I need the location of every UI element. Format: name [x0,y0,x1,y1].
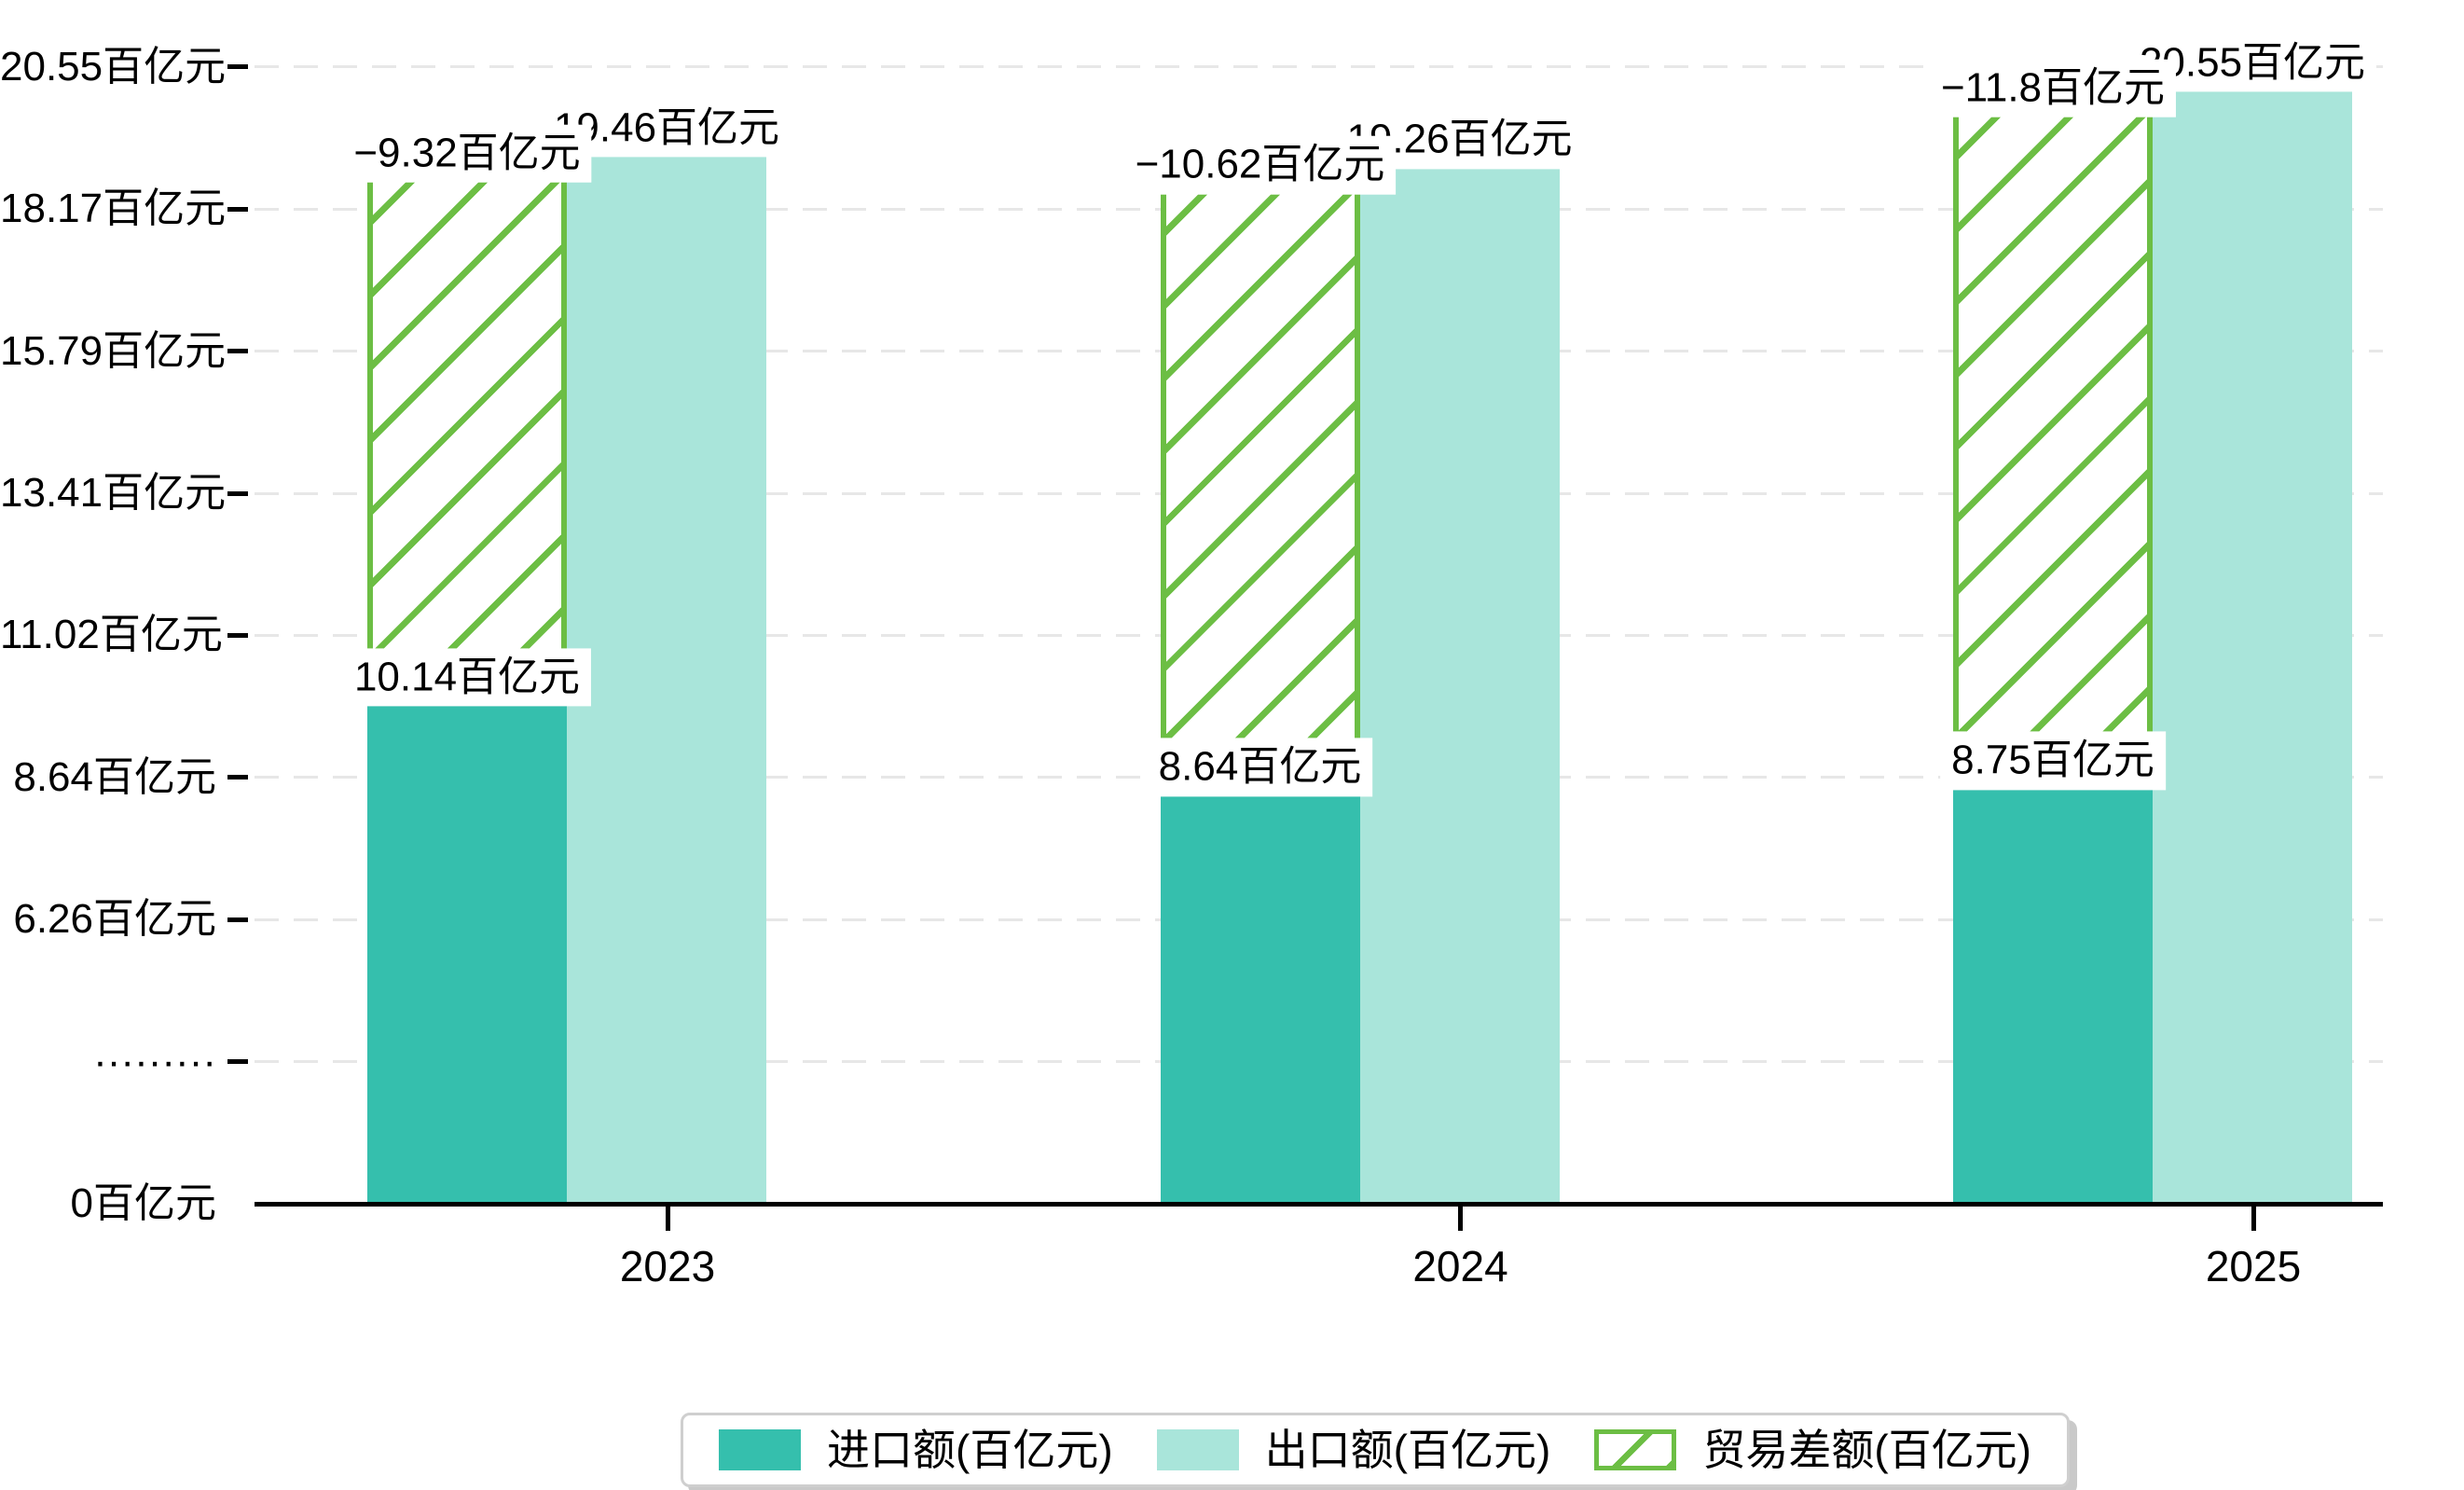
x-tick-label-2024: 2024 [1412,1242,1508,1290]
legend-label-balance: 贸易差额(百亿元) [1702,1426,2031,1474]
y-axis-tick-mark [227,490,248,496]
y-axis-tick-mark [227,64,248,70]
legend-label-import: 进口额(百亿元) [827,1426,1113,1474]
legend-item-import: 进口额(百亿元) [719,1428,1113,1471]
y-axis-tick-label: 6.26百亿元 [13,896,216,943]
y-axis-tick-label: 0百亿元 [70,1180,216,1226]
x-axis-tick-mark [1458,1207,1463,1231]
bar-export-2023 [567,145,766,1204]
y-axis-tick-label: 18.17百亿元 [0,186,227,232]
export-swatch-icon [1156,1429,1239,1470]
legend-item-balance: 贸易差额(百亿元) [1594,1428,2031,1471]
label-import-2024: 8.64百亿元 [1147,738,1373,797]
y-axis-tick-label: 11.02百亿元 [0,612,223,658]
bar-trade-balance-2024 [1160,158,1360,794]
bar-import-2024 [1160,793,1360,1204]
x-axis-tick-mark [2251,1207,2256,1231]
legend: 进口额(百亿元) 出口额(百亿元) 贸易差额(百亿元) [681,1413,2070,1487]
y-axis-tick-label: 15.79百亿元 [0,327,227,374]
label-import-2023: 10.14百亿元 [342,648,592,707]
import-swatch-icon [719,1429,801,1470]
label-import-2025: 8.75百亿元 [1940,731,2166,791]
x-tick-label-2025: 2025 [2205,1242,2302,1290]
bar-export-2025 [2153,80,2352,1204]
bar-trade-balance-2023 [367,145,567,704]
label-trade-balance-2023: −9.32百亿元 [342,124,592,183]
legend-item-export: 出口额(百亿元) [1156,1426,1551,1474]
y-axis-tick-mark [227,349,248,354]
label-trade-balance-2025: −11.8百亿元 [1929,59,2177,117]
gridline [255,65,2383,69]
x-axis-line [255,1202,2383,1207]
bar-trade-balance-2025 [1953,80,2153,788]
bar-import-2023 [367,703,567,1204]
label-trade-balance-2024: −10.62百亿元 [1123,136,1397,195]
y-axis-tick-mark [227,917,248,922]
bar-import-2025 [1953,787,2153,1204]
y-axis-tick-label: 13.41百亿元 [0,470,227,516]
x-axis-tick-mark [665,1207,670,1231]
balance-hatch-swatch-icon [1594,1429,1677,1470]
legend-label-export: 出口额(百亿元) [1264,1426,1551,1474]
bar-export-2024 [1359,158,1560,1204]
y-axis-tick-label: 8.64百亿元 [13,753,216,800]
y-axis-tick-mark [227,775,248,780]
y-axis-tick-label: 20.55百亿元 [0,43,227,90]
y-axis-tick-mark [227,206,248,212]
y-axis-tick-label: ········· [93,1038,216,1084]
y-axis-tick-mark [227,1059,248,1065]
y-axis-tick-mark [227,632,248,638]
x-tick-label-2023: 2023 [619,1242,716,1290]
